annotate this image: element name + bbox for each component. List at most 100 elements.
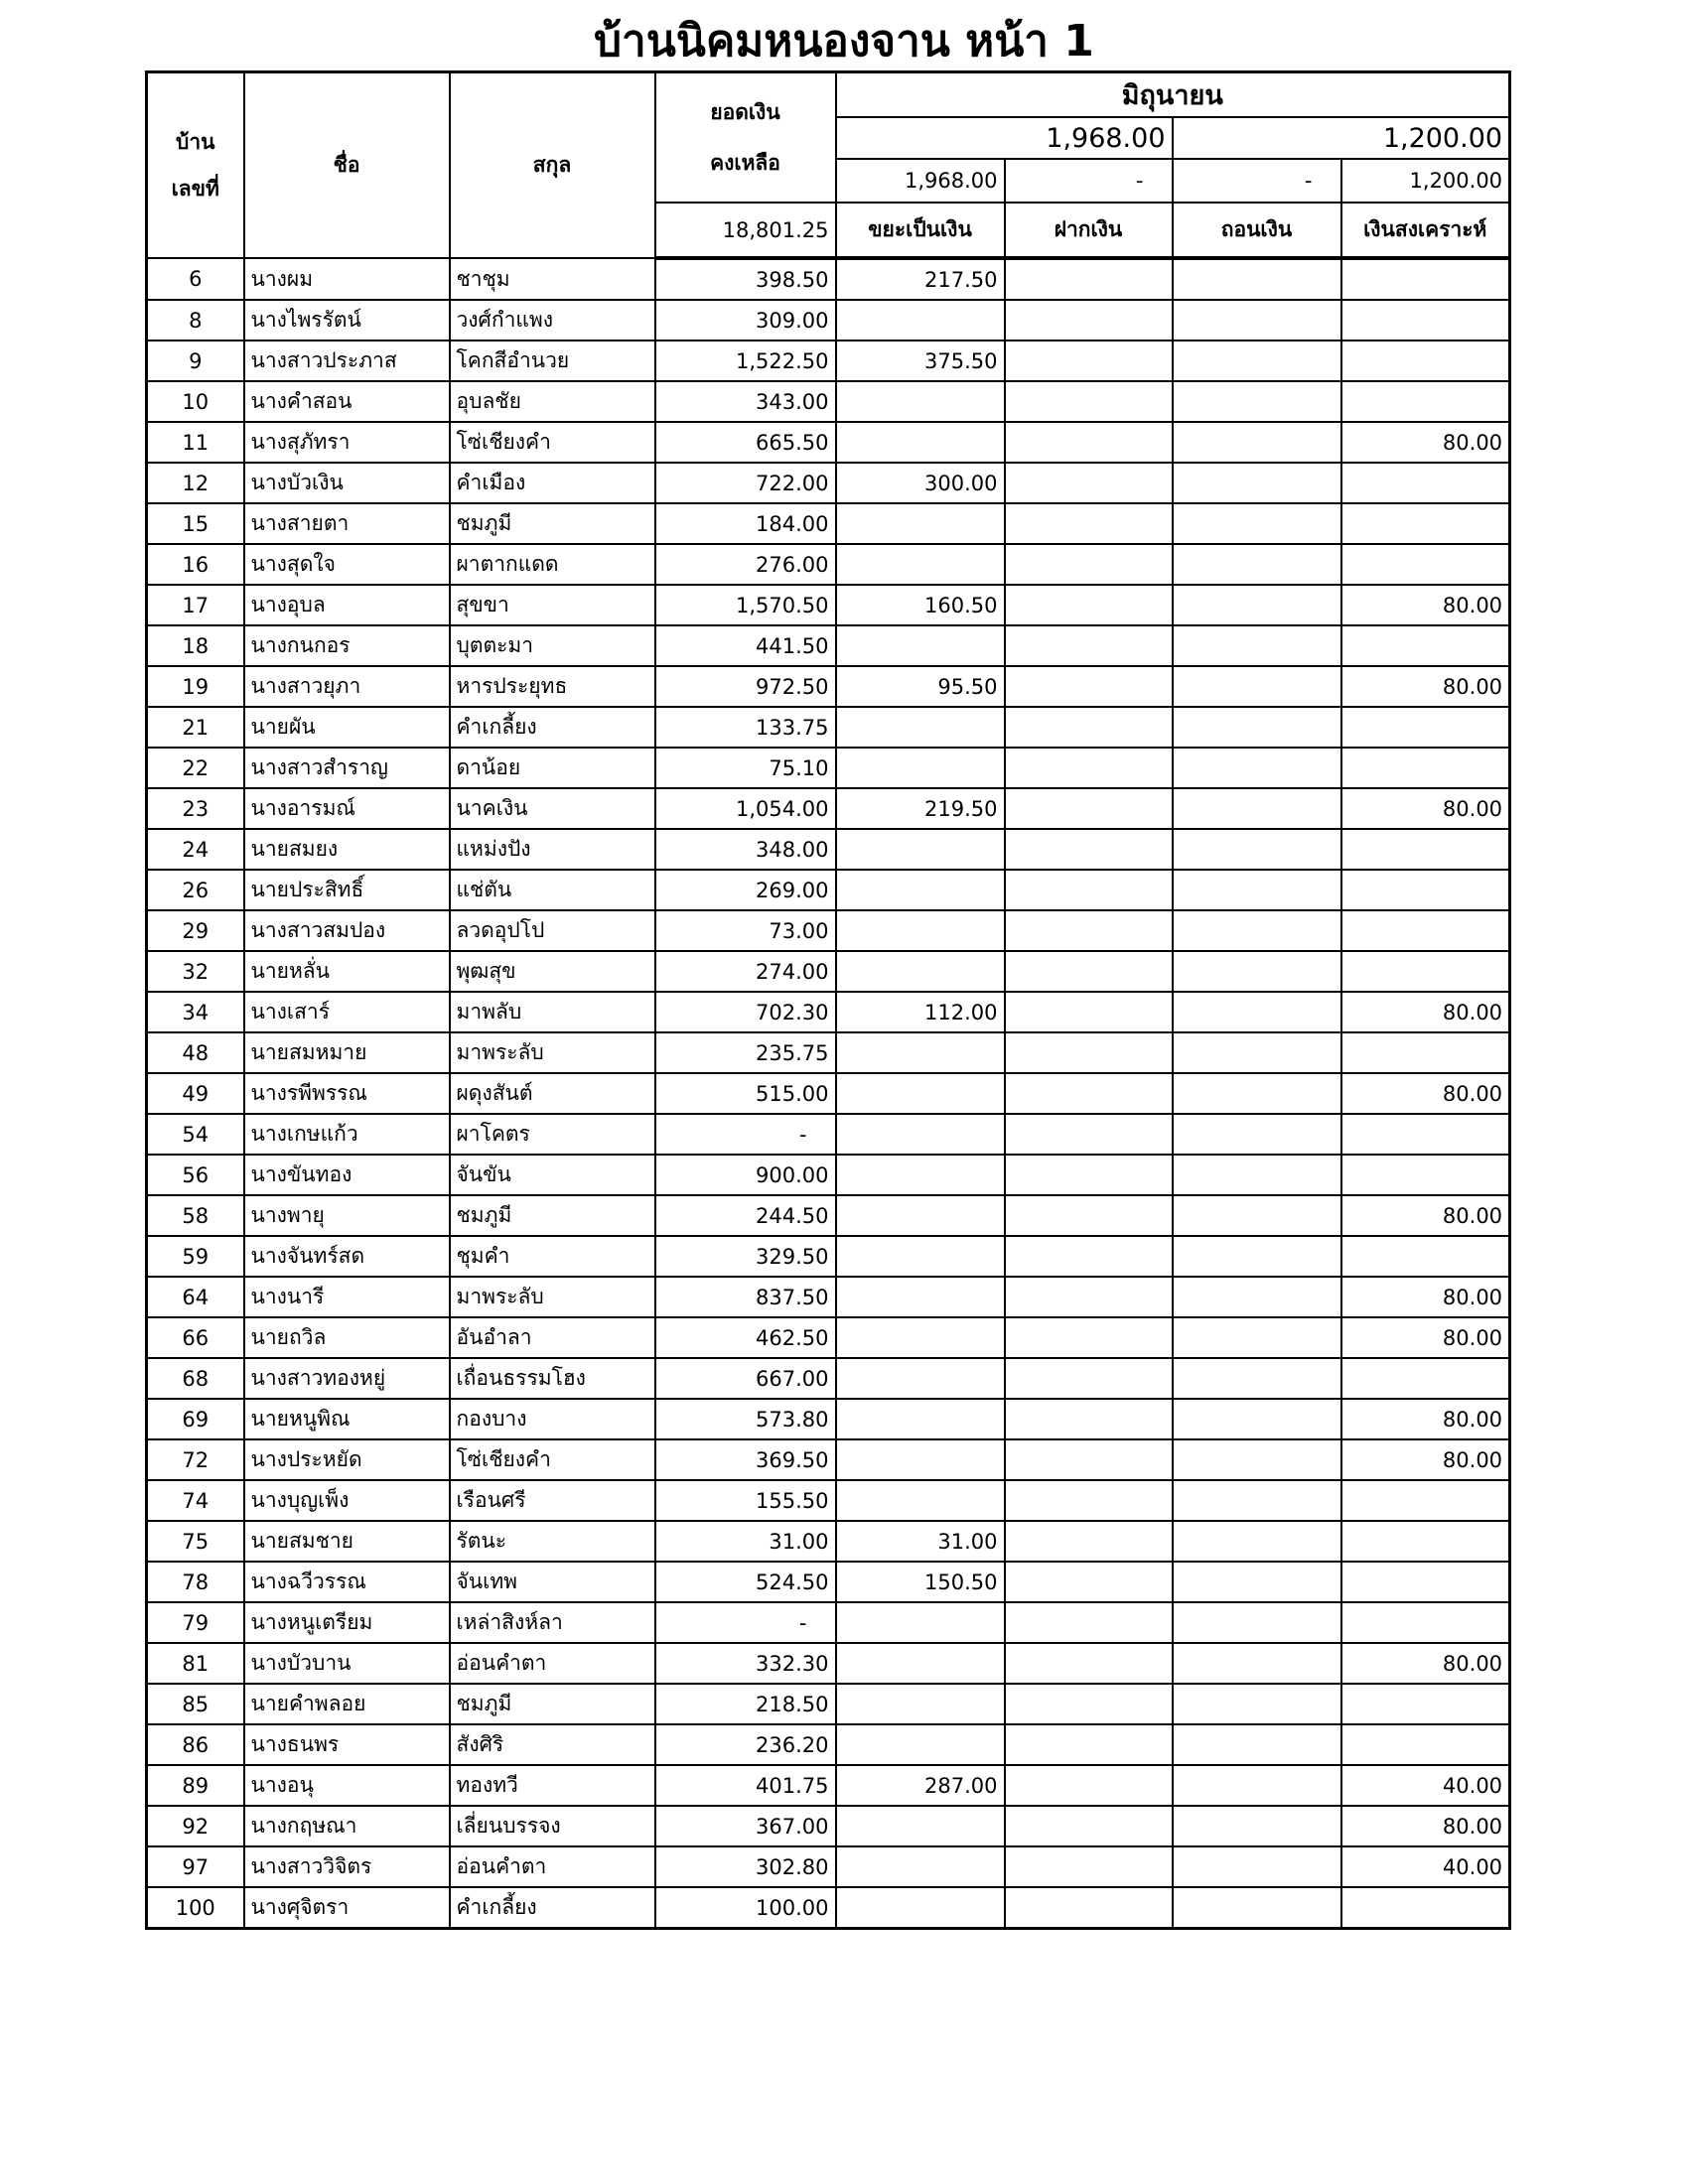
welfare-cell [1339, 1113, 1511, 1156]
waste-cell: 112.00 [834, 991, 1006, 1033]
house-no-cell: 21 [145, 706, 245, 749]
name-cell: นางเกษแก้ว [242, 1113, 451, 1156]
house-no-cell: 19 [145, 665, 245, 708]
withdraw-cell [1171, 1072, 1342, 1115]
withdraw-cell [1171, 1805, 1342, 1847]
house-no-cell: 74 [145, 1479, 245, 1522]
surname-cell: ผาตากแดด [448, 543, 656, 586]
withdraw-cell [1171, 1316, 1342, 1359]
balance-cell: 1,054.00 [653, 787, 837, 830]
deposit-cell [1003, 1276, 1174, 1318]
balance-cell: 244.50 [653, 1194, 837, 1237]
welfare-cell: 80.00 [1339, 1194, 1511, 1237]
surname-cell: ลวดอุปโป [448, 909, 656, 952]
waste-cell [834, 1072, 1006, 1115]
deposit-cell [1003, 1601, 1174, 1644]
house-no-cell: 69 [145, 1398, 245, 1440]
surname-cell: โซ่เชียงคำ [448, 1438, 656, 1481]
name-cell: นายผัน [242, 706, 451, 749]
withdraw-cell [1171, 1764, 1342, 1807]
name-cell: นางสาวทองหยู่ [242, 1357, 451, 1400]
table-row: 23 นางอารมณ์ นาคเงิน 1,054.00 219.50 80.00 [145, 787, 1511, 830]
name-cell: นายถวิล [242, 1316, 451, 1359]
withdraw-cell [1171, 1642, 1342, 1685]
deposit-cell [1003, 502, 1174, 545]
name-cell: นางฉวีวรรณ [242, 1561, 451, 1603]
deposit-cell [1003, 1438, 1174, 1481]
group-total-2: 1,200.00 [1171, 116, 1511, 160]
withdraw-cell [1171, 257, 1342, 301]
waste-cell [834, 1805, 1006, 1847]
waste-cell [834, 1398, 1006, 1440]
surname-cell: คำเกลี้ยง [448, 706, 656, 749]
name-cell: นางเสาร์ [242, 991, 451, 1033]
balance-cell: 702.30 [653, 991, 837, 1033]
name-cell: นางสาวยุภา [242, 665, 451, 708]
table-row: 100 นางศุจิตรา คำเกลี้ยง 100.00 [145, 1886, 1511, 1930]
withdraw-cell [1171, 1723, 1342, 1766]
name-cell: นางกนกอร [242, 624, 451, 667]
surname-cell: บุตตะมา [448, 624, 656, 667]
surname-cell: กองบาง [448, 1398, 656, 1440]
balance-cell: 573.80 [653, 1398, 837, 1440]
table-row: 8 นางไพรรัตน์ วงศ์กำแพง 309.00 [145, 299, 1511, 341]
surname-cell: แช่ตัน [448, 869, 656, 911]
house-no-cell: 18 [145, 624, 245, 667]
table-row: 75 นายสมชาย รัตนะ 31.00 31.00 [145, 1520, 1511, 1563]
table-row: 24 นายสมยง แหม่งปัง 348.00 [145, 828, 1511, 871]
surname-cell: เถื่อนธรรมโฮง [448, 1357, 656, 1400]
waste-cell [834, 869, 1006, 911]
table-row: 89 นางอนุ ทองทวี 401.75 287.00 40.00 [145, 1764, 1511, 1807]
house-no-cell: 24 [145, 828, 245, 871]
waste-cell: 95.50 [834, 665, 1006, 708]
deposit-cell [1003, 257, 1174, 301]
surname-cell: สังศิริ [448, 1723, 656, 1766]
name-cell: นางผม [242, 257, 451, 301]
deposit-cell [1003, 624, 1174, 667]
surname-cell: วงศ์กำแพง [448, 299, 656, 341]
house-no-cell: 22 [145, 747, 245, 789]
balance-cell: 441.50 [653, 624, 837, 667]
balance-cell: 398.50 [653, 257, 837, 301]
balance-cell: 1,522.50 [653, 340, 837, 382]
welfare-cell: 80.00 [1339, 1438, 1511, 1481]
col-total-withdraw: - [1171, 158, 1342, 204]
deposit-cell [1003, 1642, 1174, 1685]
balance-cell: 665.50 [653, 421, 837, 464]
withdraw-cell [1171, 1886, 1342, 1930]
waste-cell [834, 828, 1006, 871]
withdraw-cell [1171, 1194, 1342, 1237]
table-row: 56 นางขันทอง จันขัน 900.00 [145, 1154, 1511, 1196]
deposit-cell [1003, 950, 1174, 993]
balance-cell: 235.75 [653, 1031, 837, 1074]
house-no-cell: 12 [145, 462, 245, 504]
welfare-cell [1339, 1520, 1511, 1563]
waste-cell [834, 624, 1006, 667]
balance-cell: 348.00 [653, 828, 837, 871]
surname-cell: เรือนศรี [448, 1479, 656, 1522]
house-no-cell: 16 [145, 543, 245, 586]
withdraw-cell [1171, 1438, 1342, 1481]
withdraw-cell [1171, 543, 1342, 586]
welfare-cell [1339, 909, 1511, 952]
surname-cell: ทองทวี [448, 1764, 656, 1807]
waste-cell [834, 1113, 1006, 1156]
balance-cell: 401.75 [653, 1764, 837, 1807]
table-row: 6 นางผม ชาชุม 398.50 217.50 [145, 257, 1511, 301]
house-no-cell: 79 [145, 1601, 245, 1644]
name-cell: นางประหยัด [242, 1438, 451, 1481]
group-total-1: 1,968.00 [834, 116, 1174, 160]
table-row: 69 นายหนูพิณ กองบาง 573.80 80.00 [145, 1398, 1511, 1440]
surname-cell: หารประยุทธ [448, 665, 656, 708]
deposit-cell [1003, 1194, 1174, 1237]
welfare-cell: 80.00 [1339, 991, 1511, 1033]
name-cell: นางสายตา [242, 502, 451, 545]
waste-cell [834, 543, 1006, 586]
deposit-cell [1003, 299, 1174, 341]
deposit-cell [1003, 1520, 1174, 1563]
surname-cell: จันเทพ [448, 1561, 656, 1603]
waste-cell: 287.00 [834, 1764, 1006, 1807]
house-no-cell: 11 [145, 421, 245, 464]
balance-cell: - [653, 1601, 837, 1644]
waste-cell [834, 1886, 1006, 1930]
